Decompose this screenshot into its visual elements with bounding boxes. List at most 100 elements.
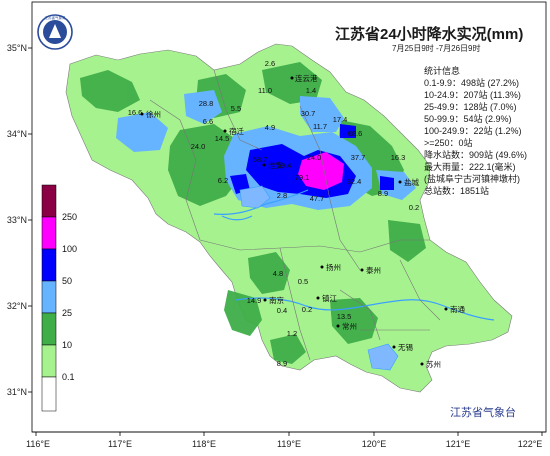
- city-changzhou: 常州: [336, 322, 357, 331]
- stats-line: 降水站数：909站 (49.6%): [424, 149, 527, 160]
- city-dot-icon: [263, 298, 267, 302]
- rivers: [213, 189, 495, 321]
- legend-label: 10: [62, 340, 72, 350]
- city-dot-icon: [336, 324, 340, 328]
- city-name: 宿迁: [229, 126, 244, 136]
- rain-values: 2.6 11.0 1.4 28.8 5.5 16.6 30.7 17.4 4.9…: [128, 59, 420, 368]
- legend-swatch: [41, 376, 57, 412]
- city-suqian: 宿迁: [223, 126, 244, 136]
- x-tick-label: 120°E: [362, 439, 387, 449]
- city-name: 徐州: [146, 109, 161, 119]
- city-nanjing: 南京: [263, 295, 284, 305]
- rain-value: 2.6: [265, 59, 275, 68]
- city-name: 盐城: [404, 177, 419, 187]
- stats-panel: 统计信息 0.1-9.9：498站 (27.2%) 10-24.9：207站 (…: [424, 65, 527, 196]
- rain-value: 14.5: [215, 134, 230, 143]
- y-tick-label: 31°N: [7, 387, 27, 397]
- rain-value: 16.3: [391, 153, 406, 162]
- legend-swatch: [41, 216, 57, 250]
- city-name: 连云港: [295, 73, 318, 83]
- rain-zone-10-25: [80, 62, 426, 364]
- rain-value: 6.2: [218, 176, 228, 185]
- rain-value: 0.2: [302, 305, 312, 314]
- taihu-lake: [367, 343, 399, 371]
- logo-emblem-icon: [49, 24, 61, 38]
- city-zhenjiang: 镇江: [316, 293, 337, 303]
- agency-label: 江苏省气象台: [450, 405, 516, 419]
- rain-value: 24.0: [191, 142, 206, 151]
- stats-title: 统计信息: [424, 65, 460, 76]
- city-dot-icon: [290, 76, 294, 80]
- legend-label: 25: [62, 308, 72, 318]
- rain-value: 4.9: [265, 123, 275, 132]
- city-name: 泰州: [366, 265, 381, 275]
- rain-value: 47.7: [310, 194, 325, 203]
- x-tick-label: 116°E: [26, 439, 50, 449]
- logo-text: 江苏省气象局: [45, 15, 66, 20]
- legend-label: 0.1: [62, 372, 75, 382]
- x-tick-label: 119°E: [277, 439, 301, 449]
- legend-label: 100: [62, 244, 77, 254]
- province-shape: [65, 43, 513, 393]
- rain-value: 13.5: [337, 312, 352, 321]
- rain-value: 1.4: [306, 86, 316, 95]
- legend-swatch: [41, 344, 57, 378]
- rain-value: 0.5: [298, 277, 308, 286]
- city-dot-icon: [223, 129, 227, 133]
- map-period: 7月25日9时 -7月26日9时: [392, 43, 480, 53]
- rain-value: 0.2: [409, 203, 419, 212]
- stats-line: 0.1-9.9：498站 (27.2%): [424, 77, 519, 88]
- legend-swatch: [41, 312, 57, 346]
- city-dot-icon: [444, 307, 448, 311]
- rain-value: 1.2: [287, 329, 297, 338]
- rain-value: 24.0: [307, 153, 322, 162]
- city-dot-icon: [360, 268, 364, 272]
- rain-value: 68.6: [348, 129, 363, 138]
- rain-value: 30.7: [301, 109, 316, 118]
- city-name: 苏州: [426, 359, 441, 369]
- stats-line: (盐城阜宁古河镇神墩村): [424, 173, 520, 184]
- city-yangzhou: 扬州: [320, 262, 341, 272]
- rain-value: 0.4: [277, 306, 287, 315]
- y-tick-label: 34°N: [7, 129, 27, 139]
- city-dot-icon: [262, 163, 266, 167]
- stats-line: 总站数：1851站: [424, 185, 489, 196]
- city-labels: 连云港 徐州 宿迁 淮安 盐城 扬州 泰州 南京: [140, 73, 465, 369]
- y-axis: [28, 47, 32, 393]
- stats-line: 最大雨量：222.1(毫米): [424, 161, 516, 172]
- x-axis: [32, 431, 546, 436]
- city-boundaries: [149, 69, 441, 361]
- y-tick-label: 32°N: [7, 301, 27, 311]
- rain-value: 2.8: [277, 191, 287, 200]
- city-nantong: 南通: [444, 304, 465, 314]
- rain-value: 59.4: [277, 161, 292, 170]
- legend-swatch: [41, 280, 57, 314]
- x-tick-label: 122°E: [518, 439, 543, 449]
- bureau-logo: 江苏省气象局: [37, 14, 73, 50]
- city-dot-icon: [316, 296, 320, 300]
- map-title: 江苏省24小时降水实况(mm): [335, 25, 523, 43]
- legend-swatch: [41, 248, 57, 282]
- city-name: 南通: [450, 304, 465, 314]
- stats-line: 10-24.9：207站 (11.3%): [424, 89, 521, 100]
- rain-value: 11.7: [313, 122, 327, 131]
- city-dot-icon: [420, 362, 424, 366]
- rain-value: 5.5: [231, 104, 241, 113]
- city-yancheng: 盐城: [398, 177, 419, 187]
- rain-value: 14.9: [247, 296, 262, 305]
- stats-line: 100-249.9：22站 (1.2%): [424, 125, 522, 136]
- rain-value: 6.6: [203, 117, 213, 126]
- city-name: 常州: [342, 322, 357, 331]
- city-wuxi: 无锡: [392, 343, 413, 352]
- legend: 250 100 50 25 10 0.1: [41, 184, 77, 412]
- city-lianyungang: 连云港: [290, 73, 318, 83]
- city-taizhou: 泰州: [360, 265, 381, 275]
- city-name: 南京: [269, 295, 284, 305]
- y-tick-label: 33°N: [7, 215, 27, 225]
- legend-label: 50: [62, 276, 72, 286]
- rain-value: 17.4: [333, 115, 348, 124]
- city-name: 淮安: [268, 160, 283, 170]
- legend-label: 250: [62, 212, 77, 222]
- stats-line: 25-49.9：128站 (7.0%): [424, 101, 517, 112]
